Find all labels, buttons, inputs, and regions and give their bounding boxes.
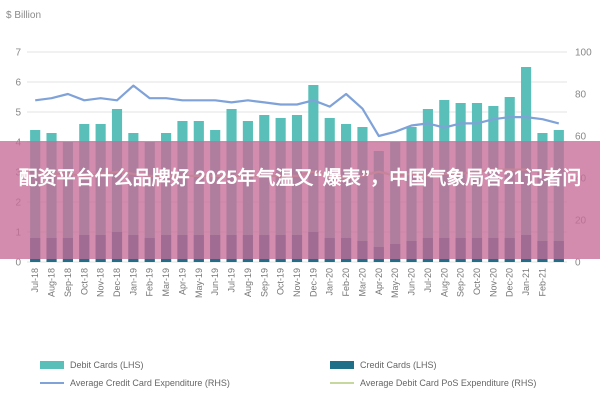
x-tick-label: Aug-18 [47,268,57,297]
headline-band [0,141,600,259]
x-tick-label: Jan-20 [325,268,335,296]
left-tick-label: 5 [15,108,21,119]
x-tick-label: Nov-19 [292,268,302,297]
left-tick-label: 0 [15,258,21,269]
x-tick-label: Mar-20 [357,268,367,297]
legend-swatch-debit [40,361,64,369]
x-tick-label: Jul-19 [227,268,237,293]
legend-label-avg-debit: Average Debit Card PoS Expenditure (RHS) [360,378,537,388]
x-tick-label: Jul-20 [423,268,433,293]
x-tick-label: Sep-18 [63,268,73,297]
x-tick-label: Jun-20 [407,268,417,296]
right-tick-label: 100 [575,48,592,59]
x-tick-label: Oct-19 [276,268,286,295]
legend-swatch-credit [330,361,354,369]
x-tick-label: Nov-20 [488,268,498,297]
y-axis-label: $ Billion [6,10,42,21]
x-tick-label: May-19 [194,268,204,298]
right-tick-label: 60 [575,132,587,143]
x-tick-label: Dec-18 [112,268,122,297]
legend-item-credit: Credit Cards (LHS) [330,360,437,370]
avg-credit-line [35,84,560,138]
right-tick-label: 80 [575,90,587,101]
legend-item-avg-debit: Average Debit Card PoS Expenditure (RHS) [330,378,536,388]
x-tick-label: Apr-20 [374,268,384,295]
x-tick-label: Sep-19 [259,268,269,297]
right-tick-label: 0 [575,258,581,269]
x-tick-label: Feb-21 [537,268,547,297]
headline-overlay: 配资平台什么品牌好 2025年气温又“爆表”，中国气象局答21记者问 [18,168,582,189]
x-tick-label: Oct-20 [472,268,482,295]
legend-label-debit: Debit Cards (LHS) [70,360,144,370]
x-tick-label: Feb-19 [145,268,155,297]
x-tick-label: Jan-19 [128,268,138,296]
x-tick-label: Dec-20 [505,268,515,297]
left-tick-label: 7 [15,48,21,59]
x-tick-label: May-20 [390,268,400,298]
x-tick-label: Mar-19 [161,268,171,297]
legend-label-credit: Credit Cards (LHS) [360,360,437,370]
x-tick-label: Aug-20 [439,268,449,297]
x-tick-label: Sep-20 [456,268,466,297]
x-tick-label: Aug-19 [243,268,253,297]
x-tick-label: Apr-19 [177,268,187,295]
legend-item-avg-credit: Average Credit Card Expenditure (RHS) [40,378,230,388]
x-tick-label: Jan-21 [521,268,531,296]
legend-label-avg-credit: Average Credit Card Expenditure (RHS) [70,378,230,388]
x-tick-label: Jun-19 [210,268,220,296]
x-tick-label: Jul-18 [30,268,40,293]
chart-legend: Debit Cards (LHS) Credit Cards (LHS) Ave… [0,358,600,398]
x-tick-label: Nov-18 [96,268,106,297]
legend-swatch-avg-debit [330,382,354,384]
x-tick-label: Oct-18 [79,268,89,295]
left-tick-label: 6 [15,78,21,89]
legend-item-debit: Debit Cards (LHS) [40,360,144,370]
x-tick-label: Dec-19 [308,268,318,297]
x-axis-ticks: Jul-18 Aug-18 Sep-18 Oct-18 Nov-18 Dec-18 Jan-… [30,268,547,298]
legend-swatch-avg-credit [40,382,64,384]
x-tick-label: Feb-20 [341,268,351,297]
